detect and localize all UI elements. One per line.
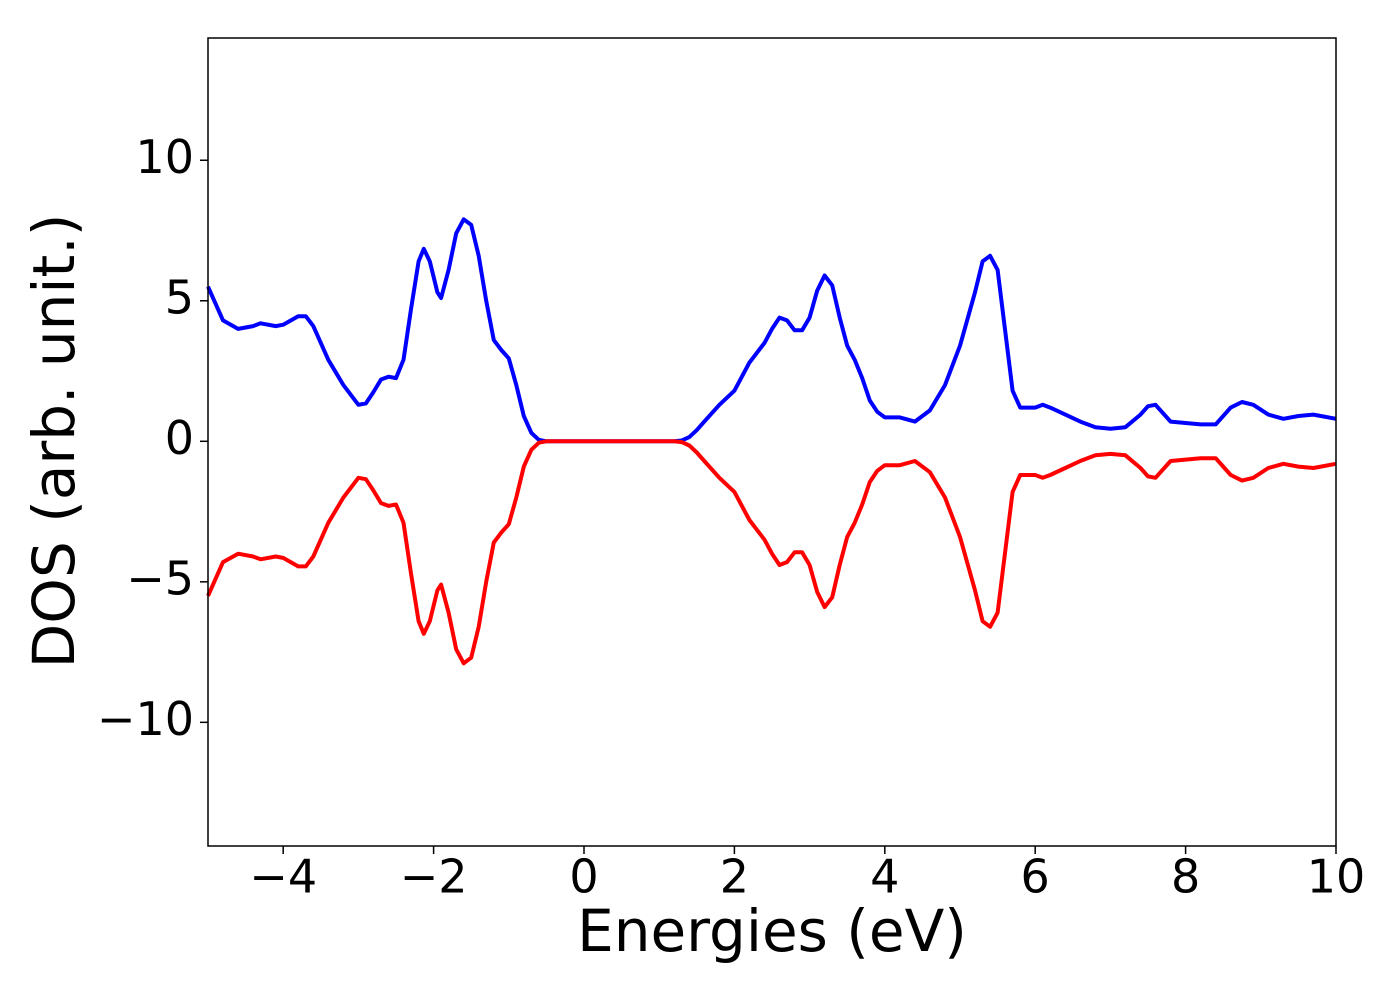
x-tick-label: 2	[720, 850, 749, 904]
y-tick-label: 0	[165, 411, 194, 465]
y-tick-label: 10	[135, 130, 194, 184]
line-series	[206, 217, 1337, 444]
x-tick-label: 6	[1021, 850, 1050, 904]
x-tick-label: 10	[1307, 850, 1366, 904]
y-axis-label: DOS (arb. unit.)	[20, 214, 88, 669]
y-tick-label: 5	[165, 270, 194, 324]
y-tick-label: −10	[97, 692, 194, 746]
x-tick-label: 8	[1171, 850, 1200, 904]
x-tick-label: 4	[870, 850, 899, 904]
x-tick-label: −4	[249, 850, 317, 904]
x-tick-label: −2	[400, 850, 468, 904]
x-tick-label: 0	[569, 850, 598, 904]
y-tick-label: −5	[126, 551, 194, 605]
line-series	[206, 439, 1337, 666]
x-axis-label: Energies (eV)	[577, 897, 967, 965]
plot-frame	[207, 37, 1337, 847]
